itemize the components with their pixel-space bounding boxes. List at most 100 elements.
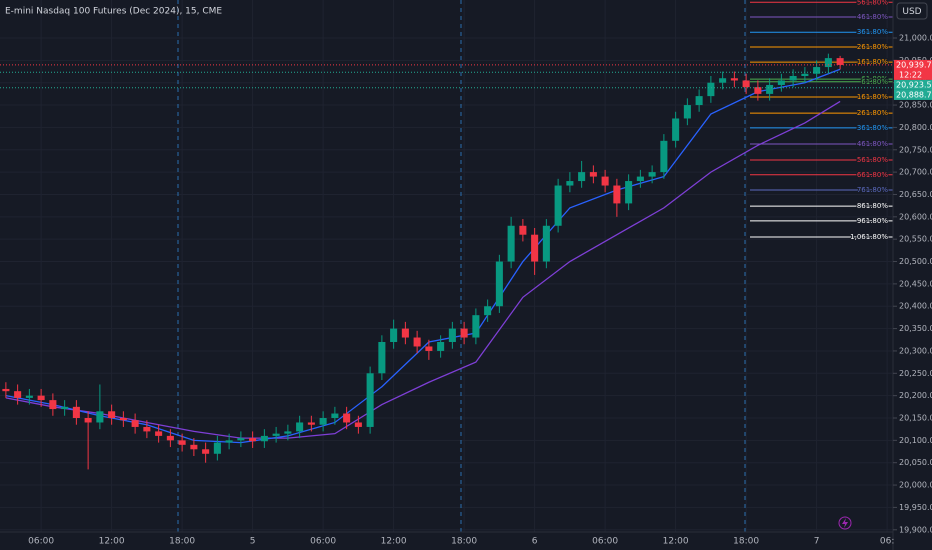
- x-tick-label: 06:00: [310, 537, 336, 547]
- y-tick-label: 19,900.00: [899, 525, 932, 534]
- candle-body: [307, 422, 315, 425]
- candle-body: [166, 435, 174, 441]
- y-tick-label: 20,250.00: [899, 369, 932, 378]
- x-tick-label: 06:00: [592, 537, 618, 547]
- candle-body: [49, 400, 57, 410]
- axis-labels: 19,900.00 19,950.00 20,000.00 20,050.00 20,1…: [28, 34, 932, 547]
- fib-level-label: 261.80%: [857, 109, 888, 117]
- y-tick-label: 20,000.00: [899, 481, 932, 490]
- candle-body: [366, 373, 374, 427]
- candle-body: [237, 438, 245, 441]
- candle-body: [284, 431, 292, 434]
- candle-body: [730, 78, 738, 81]
- candle-body: [108, 411, 116, 418]
- candle-body: [272, 433, 280, 436]
- candle-body: [425, 346, 433, 351]
- candle-body: [754, 87, 762, 94]
- price-label: 20,888.75: [896, 90, 932, 99]
- candle-body: [719, 78, 727, 83]
- y-tick-label: 20,500.00: [899, 257, 932, 266]
- fib-level-label: 1,061.80%: [850, 233, 888, 241]
- candle-body: [660, 140, 668, 173]
- currency-box[interactable]: [896, 2, 928, 20]
- y-tick-label: 20,050.00: [899, 458, 932, 467]
- candle-body: [824, 58, 832, 68]
- candle-body: [249, 438, 257, 442]
- y-tick-label: 20,100.00: [899, 436, 932, 445]
- countdown: 12:22: [899, 70, 922, 79]
- alert-icon[interactable]: [838, 516, 852, 530]
- y-tick-label: 20,700.00: [899, 168, 932, 177]
- candle-body: [636, 176, 644, 182]
- candle-body: [401, 328, 409, 338]
- candle-body: [390, 328, 398, 342]
- y-tick-label: 20,200.00: [899, 391, 932, 400]
- candle-body: [578, 172, 586, 182]
- candle-body: [378, 342, 386, 374]
- price-label-box: [894, 59, 932, 80]
- fib-level-label: 461.80%: [857, 140, 888, 148]
- candle-body: [542, 225, 550, 262]
- candle-body: [143, 426, 151, 432]
- y-tick-label: 20,350.00: [899, 324, 932, 333]
- candle-body: [554, 185, 562, 226]
- candle-body: [836, 58, 844, 65]
- x-tick-label: 12:00: [99, 537, 125, 547]
- currency: USD: [902, 7, 921, 17]
- candle-body: [777, 80, 785, 85]
- price-label-box: [894, 79, 932, 90]
- y-tick-label: 20,600.00: [899, 212, 932, 221]
- y-tick-label: 20,550.00: [899, 235, 932, 244]
- candle-body: [601, 176, 609, 186]
- candle-body: [2, 388, 10, 392]
- candle-body: [472, 315, 480, 338]
- candle-body: [448, 328, 456, 342]
- y-tick-label: 20,300.00: [899, 346, 932, 355]
- fib-level-label: 161.80%: [857, 58, 888, 66]
- fib-level-label: 761.80%: [857, 186, 888, 194]
- candle-body: [14, 391, 22, 398]
- candle-body: [495, 261, 503, 307]
- fib-level-label: 61.80%: [861, 75, 888, 83]
- x-tick-label: 18:00: [733, 537, 759, 547]
- x-tick-label: 12:00: [381, 537, 407, 547]
- candle-body: [413, 337, 421, 347]
- candle-body: [225, 440, 233, 443]
- y-tick-label: 20,150.00: [899, 414, 932, 423]
- candle-body: [72, 406, 80, 418]
- y-tick-label: 20,400.00: [899, 302, 932, 311]
- candle-body: [202, 449, 210, 454]
- price-label: 20,939.75: [896, 60, 932, 69]
- candle-body: [61, 406, 69, 410]
- candle-body: [460, 328, 468, 338]
- candle-body: [613, 185, 621, 204]
- candle-body: [742, 80, 750, 88]
- fib-level-label: 961.80%: [857, 217, 888, 225]
- y-tick-label: 20,650.00: [899, 190, 932, 199]
- x-tick-label: 7: [814, 537, 820, 547]
- candle-body: [190, 444, 198, 450]
- fib-level-label: 861.80%: [857, 202, 888, 210]
- candle-body: [672, 118, 680, 141]
- time-axis: [0, 532, 893, 550]
- candle-body: [683, 105, 691, 119]
- candle-body: [625, 181, 633, 204]
- fib-level-label: 261.80%: [857, 43, 888, 51]
- candle-body: [531, 234, 539, 262]
- y-tick-label: 20,450.00: [899, 279, 932, 288]
- candle-body: [296, 422, 304, 432]
- y-tick-label: 21,000.00: [899, 34, 932, 43]
- candle-body: [789, 76, 797, 81]
- candle-body: [37, 395, 45, 401]
- candle-body: [260, 435, 268, 442]
- candle-body: [484, 306, 492, 316]
- candle-body: [766, 84, 774, 94]
- candle-body: [354, 422, 362, 427]
- fib-level-label: 461.80%: [857, 13, 888, 21]
- x-tick-label: 06:: [880, 537, 894, 547]
- fib-level-label: 561.80%: [857, 0, 888, 6]
- candle-body: [507, 225, 515, 262]
